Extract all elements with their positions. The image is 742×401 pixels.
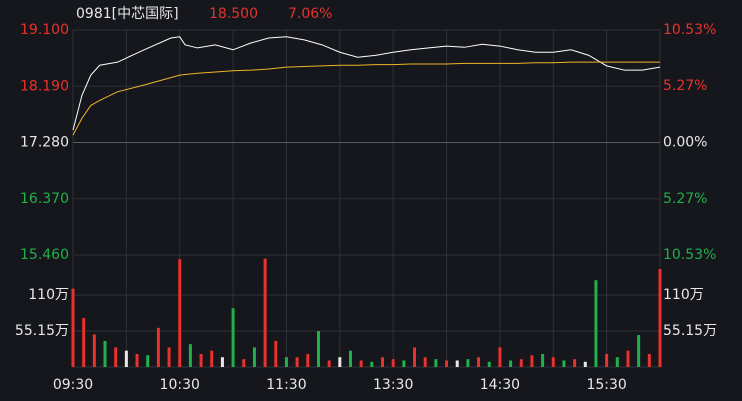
volume-bar — [359, 360, 363, 367]
y2-tick-label: 10.53% — [663, 22, 716, 38]
x-tick-label: 11:30 — [266, 377, 306, 393]
volume-bar — [231, 308, 235, 367]
volume-bar — [434, 359, 438, 367]
last-price: 18.500 — [209, 6, 258, 22]
volume-bar — [242, 359, 246, 367]
volume-bar — [327, 360, 331, 367]
volume-tick-label: 55.15万 — [663, 323, 717, 339]
volume-bar — [199, 353, 203, 367]
volume-bar — [583, 361, 587, 367]
x-tick-label: 09:30 — [53, 377, 93, 393]
volume-bar — [188, 344, 192, 367]
price-line — [72, 61, 660, 136]
volume-bar — [658, 269, 662, 367]
volume-bar — [178, 259, 182, 367]
volume-bar — [615, 357, 619, 367]
volume-bar — [71, 288, 75, 367]
y2-tick-label: 5.27% — [663, 78, 707, 94]
volume-bar — [573, 359, 577, 367]
volume-bar — [562, 360, 566, 367]
volume-bar — [124, 350, 128, 367]
volume-bar — [316, 331, 320, 367]
volume-bar — [477, 357, 481, 367]
volume-bar — [647, 353, 651, 367]
y-tick-label: 19.100 — [20, 22, 69, 38]
y-tick-label: 17.280 — [20, 135, 69, 151]
volume-bar — [637, 335, 641, 367]
volume-bar — [413, 347, 417, 367]
volume-bar — [135, 353, 139, 367]
volume-bar — [466, 359, 470, 367]
volume-bar — [455, 360, 459, 367]
y-tick-label: 16.370 — [20, 191, 69, 207]
y2-tick-label: 0.00% — [663, 135, 707, 151]
volume-bar — [605, 353, 609, 367]
volume-bar — [541, 353, 545, 367]
x-tick-label: 10:30 — [160, 377, 200, 393]
volume-bar — [92, 334, 96, 367]
volume-bar — [167, 347, 171, 367]
volume-tick-label: 110万 — [28, 287, 69, 303]
volume-bar — [402, 360, 406, 367]
x-tick-label: 14:30 — [480, 377, 520, 393]
volume-tick-label: 110万 — [663, 287, 704, 303]
volume-bar — [487, 361, 491, 367]
y2-tick-label: 10.53% — [663, 247, 716, 263]
volume-bar — [626, 350, 630, 367]
volume-bar — [391, 359, 395, 367]
volume-bar — [210, 350, 214, 367]
volume-bar — [284, 357, 288, 367]
volume-bar — [445, 360, 449, 367]
volume-bar — [274, 340, 278, 367]
volume-bar — [306, 353, 310, 367]
volume-bar — [220, 357, 224, 367]
volume-bar — [156, 327, 160, 367]
x-tick-label: 15:30 — [586, 377, 626, 393]
chart-title: 0981[中芯国际] — [76, 6, 179, 22]
volume-bar — [146, 355, 150, 367]
volume-bar — [519, 359, 523, 367]
y-tick-label: 15.460 — [20, 247, 69, 263]
volume-bar — [498, 347, 502, 367]
price-line — [72, 36, 661, 131]
volume-tick-label: 55.15万 — [15, 323, 69, 339]
y-tick-label: 18.190 — [20, 78, 69, 94]
volume-bar — [594, 280, 598, 367]
y2-tick-label: 5.27% — [663, 191, 707, 207]
volume-bar — [509, 360, 513, 367]
volume-bar — [530, 355, 534, 367]
volume-bar — [338, 357, 342, 367]
change-pct: 7.06% — [288, 6, 332, 22]
volume-bar — [381, 357, 385, 367]
x-tick-label: 13:30 — [373, 377, 413, 393]
volume-bar — [370, 361, 374, 367]
volume-bar — [263, 258, 267, 367]
volume-bar — [551, 357, 555, 367]
volume-bar — [103, 340, 107, 367]
volume-bar — [295, 357, 299, 367]
volume-bar — [82, 318, 86, 367]
volume-bar — [348, 350, 352, 367]
volume-bar — [423, 357, 427, 367]
volume-bar — [252, 347, 256, 367]
volume-bar — [114, 347, 118, 367]
